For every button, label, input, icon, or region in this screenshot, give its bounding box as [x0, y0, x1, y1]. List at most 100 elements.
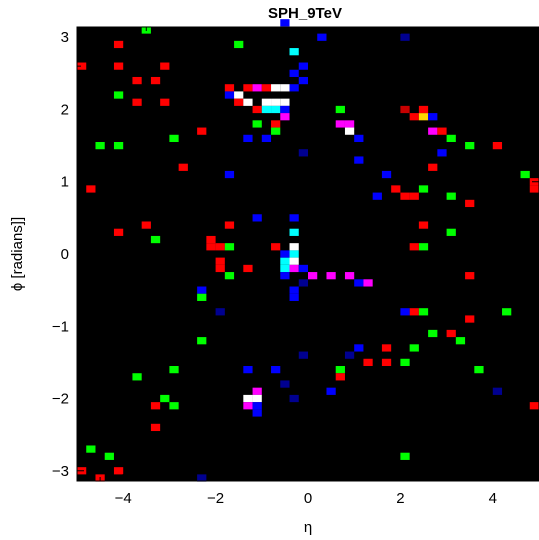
heatmap-cell: [363, 279, 373, 287]
heatmap-cell: [271, 120, 281, 128]
heatmap-cell: [150, 76, 161, 85]
heatmap-cell: [252, 394, 262, 403]
heatmap-cell: [252, 105, 262, 114]
heatmap-cell: [381, 358, 392, 366]
heatmap-cell: [243, 366, 253, 374]
heatmap-cell: [344, 120, 355, 128]
heatmap-cell: [289, 48, 299, 56]
heatmap-cell: [150, 402, 161, 410]
heatmap-cell: [150, 235, 161, 244]
heatmap-cell: [492, 142, 503, 150]
heatmap-cell: [446, 329, 456, 338]
heatmap-cell: [289, 264, 299, 273]
heatmap-cell: [354, 279, 364, 287]
heatmap-cell: [234, 40, 244, 49]
heatmap-cell: [529, 402, 539, 410]
heatmap-cell: [160, 394, 170, 403]
heatmap-cell: [455, 337, 466, 345]
heatmap-cell: [428, 329, 438, 338]
heatmap-cell: [261, 98, 272, 106]
heatmap-cell: [409, 113, 419, 121]
heatmap-cell: [289, 243, 299, 251]
heatmap-cell: [428, 163, 438, 171]
heatmap-cell: [372, 192, 382, 200]
heatmap-cell: [428, 127, 438, 135]
heatmap-cell: [224, 170, 235, 179]
heatmap-cell: [400, 33, 410, 41]
heatmap-cell: [280, 272, 290, 280]
heatmap-cell: [252, 84, 262, 92]
heatmap-cell: [271, 366, 281, 374]
heatmap-cell: [243, 264, 253, 273]
heatmap-cell: [428, 113, 438, 121]
heatmap-cell: [113, 62, 124, 70]
heatmap-cell: [308, 272, 318, 280]
heatmap-cell: [363, 358, 373, 366]
heatmap-cell: [215, 308, 225, 316]
heatmap-cell: [197, 474, 207, 482]
heatmap-cell: [95, 142, 105, 150]
x-tick-labels: −4 −2 0 2 4: [115, 490, 497, 507]
heatmap-cell: [335, 105, 345, 114]
heatmap-cell: [381, 170, 392, 179]
heatmap-cell: [354, 156, 364, 164]
heatmap-cell: [280, 98, 290, 106]
y-tick-label: −2: [52, 391, 69, 408]
heatmap-cell: [418, 105, 429, 114]
heatmap-cell: [289, 69, 299, 77]
heatmap-cell: [113, 228, 124, 236]
y-tick-label: 2: [61, 101, 69, 118]
heatmap-cell: [289, 293, 299, 301]
heatmap-cell: [354, 134, 364, 143]
heatmap-cell: [252, 402, 262, 410]
heatmap-cell: [169, 366, 179, 374]
heatmap-cell: [224, 84, 235, 92]
heatmap-cell: [409, 243, 419, 251]
heatmap-cell: [400, 308, 410, 316]
heatmap-cell: [234, 98, 244, 106]
y-tick-label: −1: [52, 318, 69, 335]
x-axis-title: η: [304, 519, 312, 536]
heatmap-cell: [280, 264, 290, 273]
heatmap-cell: [261, 134, 272, 143]
heatmap-cell: [446, 228, 456, 236]
heatmap-cell: [465, 315, 475, 323]
heatmap-cell: [326, 387, 336, 395]
heatmap-cell: [215, 243, 225, 251]
heatmap-cell: [215, 264, 225, 273]
heatmap-cell: [335, 120, 345, 128]
heatmap-cell: [298, 279, 308, 287]
heatmap-cell: [113, 467, 124, 475]
x-tick-label: −4: [115, 490, 132, 507]
heatmap-cell: [298, 351, 308, 359]
y-tick-label: −3: [52, 463, 69, 480]
heatmap-cell: [502, 308, 512, 316]
heatmap-cell: [271, 105, 281, 114]
heatmap-cell: [298, 264, 308, 273]
heatmap-cell: [409, 192, 419, 200]
heatmap-cell: [178, 163, 188, 171]
heatmap-cell: [289, 214, 299, 222]
heatmap-cell: [132, 373, 142, 381]
heatmap-cell: [418, 308, 429, 316]
heatmap-cell: [492, 387, 503, 395]
heatmap-cell: [289, 257, 299, 265]
heatmap-cell: [169, 134, 179, 143]
heatmap-cell: [224, 91, 235, 99]
heatmap-cell: [418, 243, 429, 251]
heatmap-cell: [437, 127, 447, 135]
x-tick-label: 0: [304, 490, 312, 507]
heatmap-cell: [446, 192, 456, 200]
heatmap-cell: [104, 452, 114, 460]
heatmap-cell: [215, 257, 225, 265]
heatmap-cell: [261, 105, 272, 114]
heatmap-cell: [271, 84, 281, 92]
heatmap-cell: [132, 76, 142, 85]
heatmap-cell: [197, 337, 207, 345]
chart-title: SPH_9TeV: [268, 5, 342, 22]
heatmap-cell: [344, 272, 355, 280]
heatmap-cell: [252, 120, 262, 128]
heatmap-cell: [400, 105, 410, 114]
heatmap-cell: [409, 308, 419, 316]
